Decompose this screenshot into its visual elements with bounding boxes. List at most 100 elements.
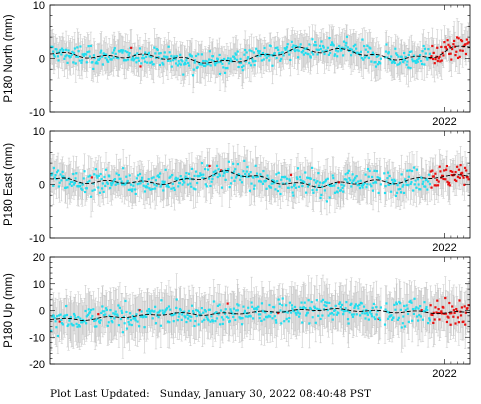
- data-point: [89, 174, 92, 177]
- data-point: [74, 177, 77, 180]
- data-point: [114, 183, 117, 186]
- data-point: [141, 180, 145, 183]
- data-point: [215, 61, 218, 65]
- data-point: [338, 44, 341, 48]
- data-point: [129, 188, 132, 191]
- data-point: [113, 47, 116, 50]
- data-point: [366, 50, 370, 54]
- recent-data-point: [466, 42, 469, 45]
- recent-data-point: [90, 176, 93, 179]
- data-point: [369, 47, 372, 50]
- recent-data-point: [456, 175, 460, 178]
- data-point: [123, 59, 126, 62]
- data-point: [151, 187, 154, 191]
- data-point: [174, 177, 177, 181]
- data-point: [242, 64, 245, 67]
- data-point: [96, 62, 99, 65]
- data-point: [166, 59, 170, 62]
- data-point: [50, 174, 53, 177]
- data-point: [234, 52, 237, 55]
- recent-data-point: [450, 58, 453, 61]
- data-point: [291, 191, 294, 194]
- data-point: [384, 185, 387, 188]
- data-point: [261, 182, 265, 185]
- data-point: [62, 175, 65, 178]
- data-point: [58, 181, 61, 184]
- data-point: [171, 59, 175, 62]
- data-point: [157, 174, 160, 177]
- data-point: [394, 180, 397, 183]
- data-point: [146, 182, 150, 185]
- data-point: [275, 173, 278, 176]
- data-point: [265, 53, 268, 56]
- data-point: [408, 169, 411, 172]
- data-point: [332, 177, 335, 180]
- data-point: [405, 183, 408, 186]
- data-point: [158, 176, 161, 179]
- data-point: [416, 60, 419, 63]
- data-point: [131, 190, 134, 193]
- data-point: [359, 53, 362, 57]
- data-point: [284, 48, 287, 51]
- data-point: [174, 62, 178, 65]
- data-point: [254, 59, 257, 63]
- data-point: [80, 61, 83, 64]
- data-point: [104, 168, 108, 171]
- data-point: [402, 183, 405, 186]
- data-point: [175, 55, 178, 58]
- data-point: [278, 51, 281, 55]
- data-point: [354, 181, 358, 185]
- data-point: [271, 179, 274, 182]
- data-point: [143, 57, 146, 60]
- data-point: [149, 61, 152, 64]
- data-point: [411, 58, 414, 61]
- data-point: [402, 60, 405, 64]
- data-point: [403, 51, 406, 55]
- data-point: [251, 60, 255, 63]
- data-point: [63, 57, 66, 60]
- recent-data-point: [447, 43, 450, 46]
- data-point: [97, 174, 100, 177]
- data-point: [238, 61, 241, 65]
- data-point: [273, 181, 276, 184]
- data-point: [428, 52, 431, 55]
- data-point: [244, 48, 247, 52]
- data-point: [173, 55, 176, 58]
- data-point: [99, 51, 102, 54]
- data-point: [87, 175, 90, 178]
- data-point: [304, 51, 307, 55]
- data-point: [407, 66, 410, 69]
- data-point: [376, 63, 379, 66]
- data-point: [170, 187, 173, 190]
- data-point: [226, 170, 229, 173]
- data-point: [319, 196, 322, 200]
- recent-data-point: [442, 177, 445, 181]
- data-point: [396, 53, 399, 57]
- recent-data-point: [446, 180, 449, 183]
- data-point: [360, 184, 363, 187]
- data-point: [259, 54, 262, 57]
- data-point: [278, 185, 281, 188]
- data-point: [302, 49, 305, 52]
- data-point: [383, 191, 387, 195]
- data-point: [386, 171, 390, 174]
- data-point: [248, 189, 252, 192]
- data-point: [135, 61, 138, 64]
- data-point: [359, 50, 363, 53]
- recent-data-point: [464, 43, 467, 46]
- data-point: [418, 56, 421, 59]
- data-point: [196, 66, 199, 69]
- data-point: [387, 51, 390, 54]
- data-point: [366, 183, 369, 186]
- data-point: [393, 178, 396, 181]
- data-point: [93, 173, 96, 176]
- data-point: [105, 181, 109, 184]
- data-point: [233, 179, 236, 182]
- data-point: [183, 63, 186, 66]
- data-point: [111, 182, 114, 185]
- data-point: [235, 58, 239, 61]
- data-point: [59, 173, 62, 176]
- recent-data-point: [435, 178, 439, 182]
- data-point: [160, 183, 163, 186]
- data-point: [188, 53, 191, 56]
